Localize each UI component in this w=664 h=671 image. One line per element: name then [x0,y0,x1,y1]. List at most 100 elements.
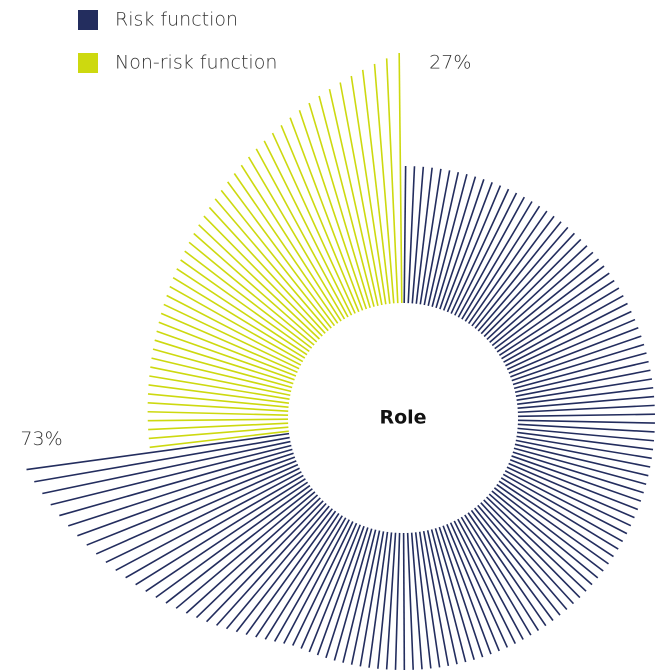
spoke [328,88,379,306]
spoke [125,474,304,579]
center-label: Role [379,407,426,429]
spoke [403,166,407,304]
spoke [147,418,289,422]
spoke [226,181,336,327]
spoke [464,205,541,322]
spoke [165,488,313,604]
spoke [480,232,575,335]
spoke [477,504,568,610]
spoke [430,529,467,663]
spoke [485,496,587,592]
spoke [214,198,329,332]
spoke [325,527,369,659]
spoke [333,528,373,661]
spoke [517,413,655,418]
spoke [151,357,292,393]
spoke [474,221,562,329]
slice [147,53,403,449]
spoke [377,532,393,669]
spoke [156,330,295,381]
spoke [247,156,346,320]
spoke [175,491,316,609]
spoke [373,63,395,304]
spoke [26,432,290,471]
spoke [509,458,639,511]
spoke [283,519,350,644]
spoke [470,509,554,621]
spoke [398,53,403,304]
spoke [147,402,289,412]
spoke [486,245,588,340]
spoke [515,439,651,468]
spoke [513,352,647,390]
legend-swatch [78,10,98,30]
spoke [515,369,651,398]
spoke [318,95,375,307]
spoke [489,251,594,343]
spoke [86,460,297,546]
spoke [193,232,318,343]
legend-swatch [78,53,98,73]
spoke [491,490,599,579]
spoke [467,210,548,325]
spoke [511,335,642,382]
spoke [263,140,353,316]
spoke [385,532,397,670]
spoke [233,173,339,324]
spoke [422,530,450,667]
spoke [240,164,342,322]
spoke [289,117,364,311]
spoke [308,524,361,653]
spoke [504,470,628,535]
spoke [505,302,628,367]
spoke [483,238,582,338]
legend-label: Non-risk function [115,52,277,74]
spoke [517,423,655,433]
spoke [467,512,547,627]
spoke [516,431,654,451]
slice [26,166,655,671]
spoke [512,343,645,386]
spoke [34,436,290,483]
spoke [59,448,293,517]
spoke [410,532,423,670]
spoke [203,215,323,337]
spoke [298,110,368,310]
spoke [145,481,309,592]
spoke [407,166,416,304]
spoke [471,215,555,327]
value-label: 27% [429,52,471,74]
spoke [427,171,460,306]
spoke [418,531,441,668]
spoke [457,196,525,318]
spoke [158,321,297,377]
spoke [350,75,387,305]
spoke [503,295,624,363]
spoke [402,532,406,671]
spoke [513,447,647,486]
spoke [152,348,293,389]
spoke [496,272,610,353]
spoke [474,507,561,616]
spoke [350,530,381,665]
spoke [184,250,313,349]
spoke [498,480,614,558]
spoke [147,410,289,416]
spoke [42,440,291,495]
spoke [493,487,604,572]
spoke [415,167,433,304]
spoke [255,512,340,638]
spoke [169,285,304,363]
spoke [316,525,365,656]
spoke [394,532,401,670]
spoke [516,435,652,460]
spoke [198,224,320,340]
spoke [491,258,600,347]
spoke [454,192,518,316]
spoke [255,148,349,318]
spoke [502,473,624,543]
spoke [461,201,533,320]
spoke [426,530,458,665]
spoke [368,531,389,668]
spoke [185,494,319,614]
